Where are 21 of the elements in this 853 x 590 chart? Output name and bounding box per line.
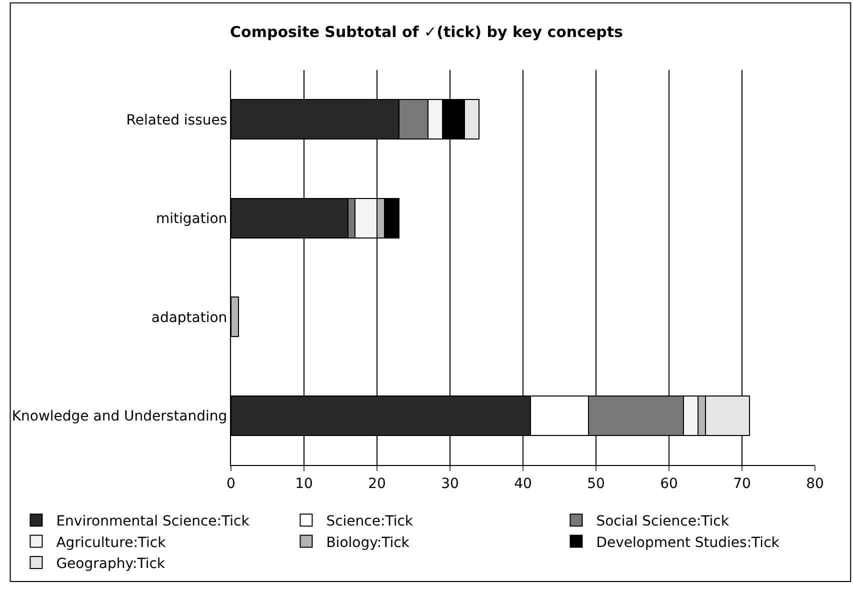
x-tick-label: 0 xyxy=(226,476,236,492)
legend-label: Geography:Tick xyxy=(56,556,166,572)
x-tick-label: 30 xyxy=(441,476,459,492)
x-tick-label: 50 xyxy=(587,476,605,492)
x-tick-label: 60 xyxy=(660,476,678,492)
y-tick-label: mitigation xyxy=(156,211,228,228)
x-tick-label: 10 xyxy=(295,476,313,492)
x-tick-label: 70 xyxy=(733,476,751,492)
y-tick-label: Related issues xyxy=(126,112,228,128)
x-tick-label: 80 xyxy=(806,476,824,492)
legend-label: Agriculture:Tick xyxy=(56,534,167,551)
legend-label: Biology:Tick xyxy=(326,534,410,551)
chart-title: Composite Subtotal of ✓(tick) by key concepts xyxy=(230,23,624,42)
legend-label: Social Science:Tick xyxy=(596,514,730,530)
legend-label: Environmental Science:Tick xyxy=(56,514,250,530)
y-tick-label: Knowledge and Understanding xyxy=(12,408,228,425)
legend-label: Development Studies:Tick xyxy=(596,534,780,551)
legend-label: Science:Tick xyxy=(326,514,414,530)
x-tick-label: 40 xyxy=(514,476,532,492)
y-tick-label: adaptation xyxy=(151,310,228,326)
x-tick-label: 20 xyxy=(368,476,386,492)
